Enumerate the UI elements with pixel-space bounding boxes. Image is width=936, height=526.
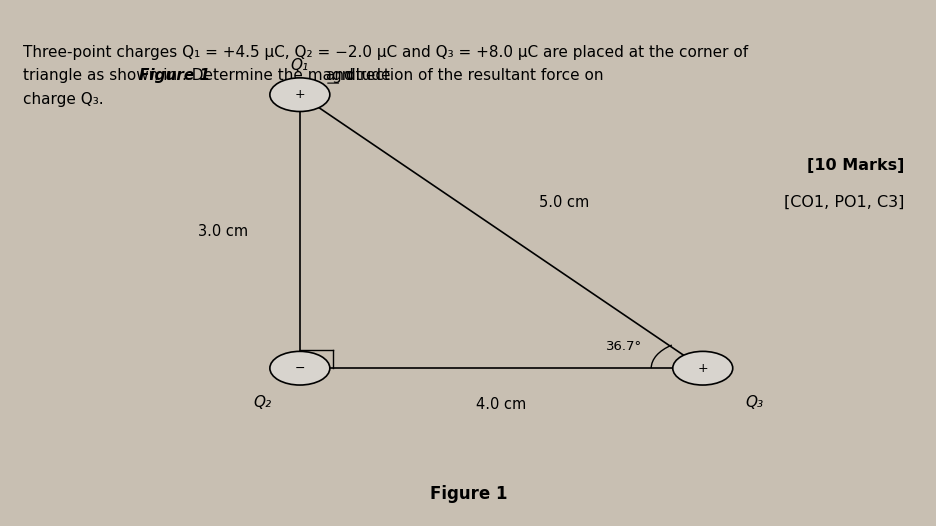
Text: 36.7°: 36.7° [605,340,641,353]
Text: +: + [294,88,305,101]
Text: Q₃: Q₃ [744,395,763,410]
Text: Q₁: Q₁ [290,58,309,73]
Text: Three-point charges Q₁ = +4.5 μC, Q₂ = −2.0 μC and Q₃ = +8.0 μC are placed at th: Three-point charges Q₁ = +4.5 μC, Q₂ = −… [23,45,748,60]
Text: −: − [294,362,305,375]
Text: [10 Marks]: [10 Marks] [806,158,903,173]
Text: Figure 1: Figure 1 [139,68,210,84]
Text: direction of the resultant force on: direction of the resultant force on [341,68,603,84]
Text: 4.0 cm: 4.0 cm [475,397,526,412]
Circle shape [672,351,732,385]
Text: . Determine the magnitude: . Determine the magnitude [183,68,395,84]
Circle shape [270,78,329,112]
Circle shape [270,351,329,385]
Text: [CO1, PO1, C3]: [CO1, PO1, C3] [783,195,903,210]
Text: +: + [696,362,708,375]
Text: Figure 1: Figure 1 [430,485,506,503]
Text: Q₂: Q₂ [253,395,271,410]
Text: triangle as shown in: triangle as shown in [23,68,183,84]
Text: 3.0 cm: 3.0 cm [198,224,248,239]
Text: and: and [325,68,353,84]
Text: 5.0 cm: 5.0 cm [538,195,589,210]
Text: charge Q₃.: charge Q₃. [23,92,104,107]
